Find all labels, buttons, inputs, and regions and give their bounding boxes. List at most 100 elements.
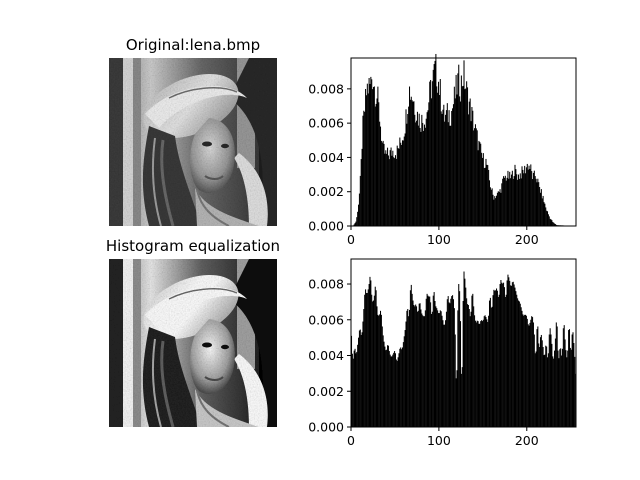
histogram-bar — [462, 301, 464, 427]
histogram-bar — [431, 81, 433, 226]
histogram-bar — [503, 176, 505, 226]
y-tick-label: 0.000 — [308, 420, 344, 435]
histogram-bar — [477, 321, 479, 427]
histogram-bar — [532, 179, 534, 226]
histogram-bar — [428, 296, 430, 427]
histogram-bar — [410, 96, 412, 227]
histogram-bar — [515, 169, 517, 226]
histogram-bar — [480, 143, 482, 226]
histogram-bar — [450, 125, 452, 226]
histogram-bar — [505, 180, 507, 226]
histogram-bar — [424, 310, 426, 427]
histogram-bars — [351, 53, 577, 227]
histogram-bar — [457, 73, 459, 226]
histogram-bar — [536, 329, 538, 427]
histogram-bar — [489, 297, 491, 427]
histogram-bar — [365, 95, 367, 227]
histogram-bar — [355, 221, 357, 226]
histogram-bar — [389, 150, 391, 226]
histogram-bar — [411, 100, 413, 226]
histogram-bar — [396, 360, 398, 427]
histogram-bar — [498, 294, 500, 427]
histogram-bar — [372, 300, 374, 427]
histogram-bar — [398, 148, 400, 226]
histogram-bar — [475, 322, 477, 427]
histogram-bar — [362, 115, 364, 226]
histogram-bar — [395, 158, 397, 226]
histogram-bar — [509, 280, 511, 427]
histogram-bar — [544, 354, 546, 427]
histogram-bar — [481, 152, 483, 226]
histogram-bar — [488, 315, 490, 427]
histogram-bar — [414, 114, 416, 226]
histogram-bar — [356, 217, 358, 226]
histogram-bar — [518, 301, 520, 427]
histogram-bar — [430, 313, 433, 427]
histogram-bar — [475, 128, 477, 226]
histogram-bar — [421, 313, 423, 427]
histogram-bar — [550, 219, 552, 226]
histogram-bar — [391, 155, 393, 226]
histogram-bar — [412, 101, 414, 226]
y-tick-label: 0.008 — [308, 277, 344, 292]
histogram-bar — [438, 313, 440, 427]
histogram-bar — [501, 282, 503, 427]
histogram-bar — [522, 314, 524, 427]
histogram-bar — [440, 311, 442, 427]
histogram-bar — [382, 140, 384, 226]
histogram-bar — [363, 110, 365, 226]
histogram-bar — [378, 315, 380, 427]
histogram-bar — [388, 351, 390, 427]
histogram-bar — [463, 271, 465, 427]
histogram-bar — [400, 142, 402, 226]
histogram-bar — [542, 195, 544, 226]
histogram-bar — [423, 316, 425, 427]
subplot-title-equalized: Histogram equalization — [106, 237, 280, 255]
histogram-bar — [520, 307, 522, 427]
histogram-bar — [530, 319, 532, 427]
histogram-bar — [409, 290, 411, 427]
histogram-bar — [496, 192, 498, 226]
histogram-bar — [459, 101, 462, 226]
histogram-bar — [571, 334, 573, 427]
histogram-bar — [393, 157, 395, 226]
histogram-bar — [498, 191, 500, 226]
histogram-bar — [358, 193, 360, 226]
histogram-bar — [560, 348, 562, 427]
histogram-bar — [394, 351, 396, 427]
histogram-bar — [506, 177, 508, 226]
histogram-bar — [515, 291, 517, 427]
histogram-bar — [484, 315, 486, 427]
histogram-bar — [566, 357, 568, 427]
histogram-bar — [484, 167, 486, 226]
histogram-bar — [481, 320, 483, 427]
histogram-bar — [554, 224, 556, 226]
histogram-bar — [357, 344, 359, 427]
histogram-bar — [403, 336, 405, 427]
histogram-bar — [459, 321, 462, 427]
histogram-bar — [517, 174, 520, 226]
histogram-bar — [445, 320, 447, 427]
histogram-bar — [559, 349, 561, 427]
histogram-bar — [373, 86, 375, 226]
histogram-bar — [504, 296, 506, 427]
histogram-bar — [481, 157, 483, 226]
histogram-bar — [358, 204, 360, 226]
histogram-bar — [537, 326, 539, 427]
histogram-bar — [403, 136, 405, 226]
histogram-bar — [547, 214, 549, 226]
histogram-bar — [491, 306, 493, 427]
histogram-bar — [392, 354, 394, 427]
y-tick-label: 0.004 — [308, 348, 344, 363]
histogram-bar — [418, 113, 420, 226]
histogram-bar — [402, 342, 404, 427]
axes-frame — [350, 57, 577, 227]
histogram-bar — [445, 110, 447, 226]
histogram-bar — [529, 168, 531, 226]
histogram-bar — [526, 318, 528, 427]
histogram-bar — [502, 283, 504, 427]
histogram-bar — [517, 298, 519, 427]
histogram-bar — [539, 192, 541, 226]
histogram-bar — [494, 196, 496, 226]
histogram-bar — [443, 104, 445, 226]
